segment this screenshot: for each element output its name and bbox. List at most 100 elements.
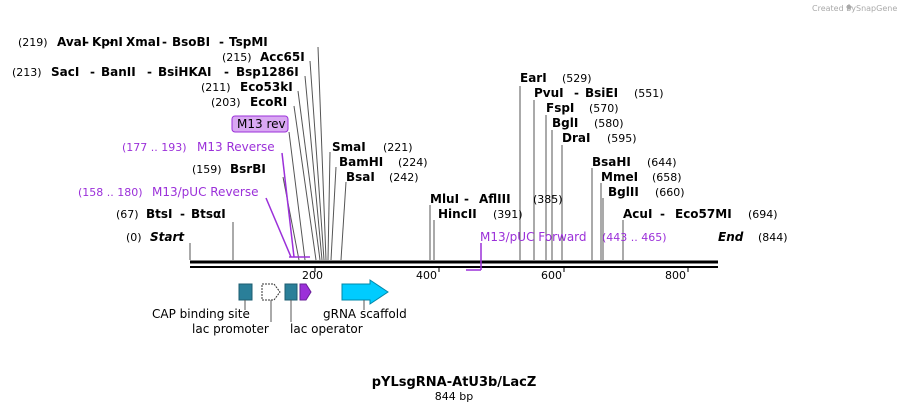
site-pos-529: (529) [562,72,592,85]
site-line-224 [330,166,337,261]
sep-1: - [109,35,114,49]
primer-arrow-feature[interactable] [299,283,312,301]
site-name-saci[interactable]: SacI [51,65,79,79]
site-name-tspmi[interactable]: TspMI [229,35,268,49]
tick-label-600: 600 [541,269,562,282]
site-pos-385: (385) [533,193,563,206]
site-name-hincii[interactable]: HincII [438,207,477,221]
site-pos-224: (224) [398,156,428,169]
site-pos-242: (242) [389,171,419,184]
site-pos-221: (221) [383,141,413,154]
site-name-btsi[interactable]: BtsI [146,207,173,221]
site-pos-658: (658) [652,171,682,184]
sep-0: - [84,35,89,49]
site-line-242 [340,181,347,261]
sep-9: - [574,86,579,100]
primer-pucrev-label[interactable]: M13/pUC Reverse [152,185,259,199]
lacprom-label: lac promoter [192,322,269,336]
sep-8: - [464,192,469,206]
start-label: Start [150,230,185,244]
site-name-ecori[interactable]: EcoRI [250,95,287,109]
sep-10: - [660,207,665,221]
site-line-203 [293,105,317,261]
credit-text: Created by [812,4,856,13]
primer-m13reverse-range: (177 .. 193) [122,141,187,154]
primer-puc-reverse-line [265,197,292,258]
lacop-label: lac operator [290,322,363,336]
site-name-bsp1286i[interactable]: Bsp1286I [236,65,299,79]
lac-operator-feature[interactable] [284,283,298,301]
site-pos-551: (551) [634,87,664,100]
tick-label-400: 400 [416,269,437,282]
site-name-bamhi[interactable]: BamHI [339,155,383,169]
site-name-bsai[interactable]: BsaI [346,170,375,184]
site-name-bglii[interactable]: BglII [608,185,639,199]
site-name-pvui[interactable]: PvuI [534,86,564,100]
site-name-acui[interactable]: AcuI [623,207,652,221]
grna-label: gRNA scaffold [323,307,407,321]
site-pos-644: (644) [647,156,677,169]
site-name-mmei[interactable]: MmeI [601,170,638,184]
site-name-acc65i[interactable]: Acc65I [260,50,305,64]
site-name-bsihkai[interactable]: BsiHKAI [158,65,212,79]
site-line-177 [288,131,306,261]
brand-text: SnapGene [856,4,897,13]
site-name-fspi[interactable]: FspI [546,101,574,115]
primer-pucrev-range: (158 .. 180) [78,186,143,199]
site-name-mlui[interactable]: MluI [430,192,459,206]
site-pos-391: (391) [493,208,523,221]
cap-label: CAP binding site [152,307,250,321]
site-pos-219: (219) [18,36,48,49]
site-name-bgli[interactable]: BglI [552,116,578,130]
site-name-smai[interactable]: SmaI [332,140,366,154]
site-line-219 [317,46,327,261]
site-pos-595: (595) [607,132,637,145]
cap-binding-site-feature[interactable] [238,283,253,301]
site-name-bsrbi[interactable]: BsrBI [230,162,266,176]
site-name-eco53ki[interactable]: Eco53kI [240,80,293,94]
primer-forward-label[interactable]: M13/pUC Forward [480,230,587,244]
site-name-kpni[interactable]: KpnI [92,35,123,49]
end-pos: (844) [758,231,788,244]
sep-4: - [90,65,95,79]
site-pos-159: (159) [192,163,222,176]
site-name-afliii[interactable]: AflIII [479,192,511,206]
site-name-drai[interactable]: DraI [562,131,590,145]
site-name-btsai[interactable]: BtsαI [191,207,226,221]
map-length: 844 bp [435,390,473,403]
map-title: pYLsgRNA-AtU3b/LacZ [372,375,537,390]
site-name-eco57mi[interactable]: Eco57MI [675,207,732,221]
site-line-221 [327,151,331,261]
m13rev-label: M13 rev [237,117,286,131]
site-name-bsahi[interactable]: BsaHI [592,155,631,169]
site-name-xmai[interactable]: XmaI [126,35,160,49]
grna-scaffold-arrow[interactable] [341,279,389,305]
site-pos-215: (215) [222,51,252,64]
site-line-211 [297,90,321,261]
site-name-bsiei[interactable]: BsiEI [585,86,618,100]
site-name-bsobi[interactable]: BsoBI [172,35,210,49]
site-name-banii[interactable]: BanII [101,65,136,79]
tick-label-200: 200 [302,269,323,282]
site-pos-694: (694) [748,208,778,221]
m13rev-box[interactable] [231,115,289,133]
tick-label-800: 800 [665,269,686,282]
site-pos-203: (203) [211,96,241,109]
start-pos: (0) [126,231,142,244]
sep-2: - [162,35,167,49]
site-name-avai[interactable]: AvaI [57,35,86,49]
sep-7: - [180,207,185,221]
lac-promoter-arrow[interactable] [261,283,281,301]
sep-5: - [147,65,152,79]
site-pos-211: (211) [201,81,231,94]
snapgene-logo-icon [846,4,852,10]
site-pos-580: (580) [594,117,624,130]
site-name-eari[interactable]: EarI [520,71,547,85]
sep-3: - [219,35,224,49]
primer-reverse-line [281,152,295,258]
primer-m13reverse-label[interactable]: M13 Reverse [197,140,275,154]
primer-forward-range: (443 .. 465) [602,231,667,244]
site-line-215 [309,60,325,261]
site-pos-67: (67) [116,208,139,221]
